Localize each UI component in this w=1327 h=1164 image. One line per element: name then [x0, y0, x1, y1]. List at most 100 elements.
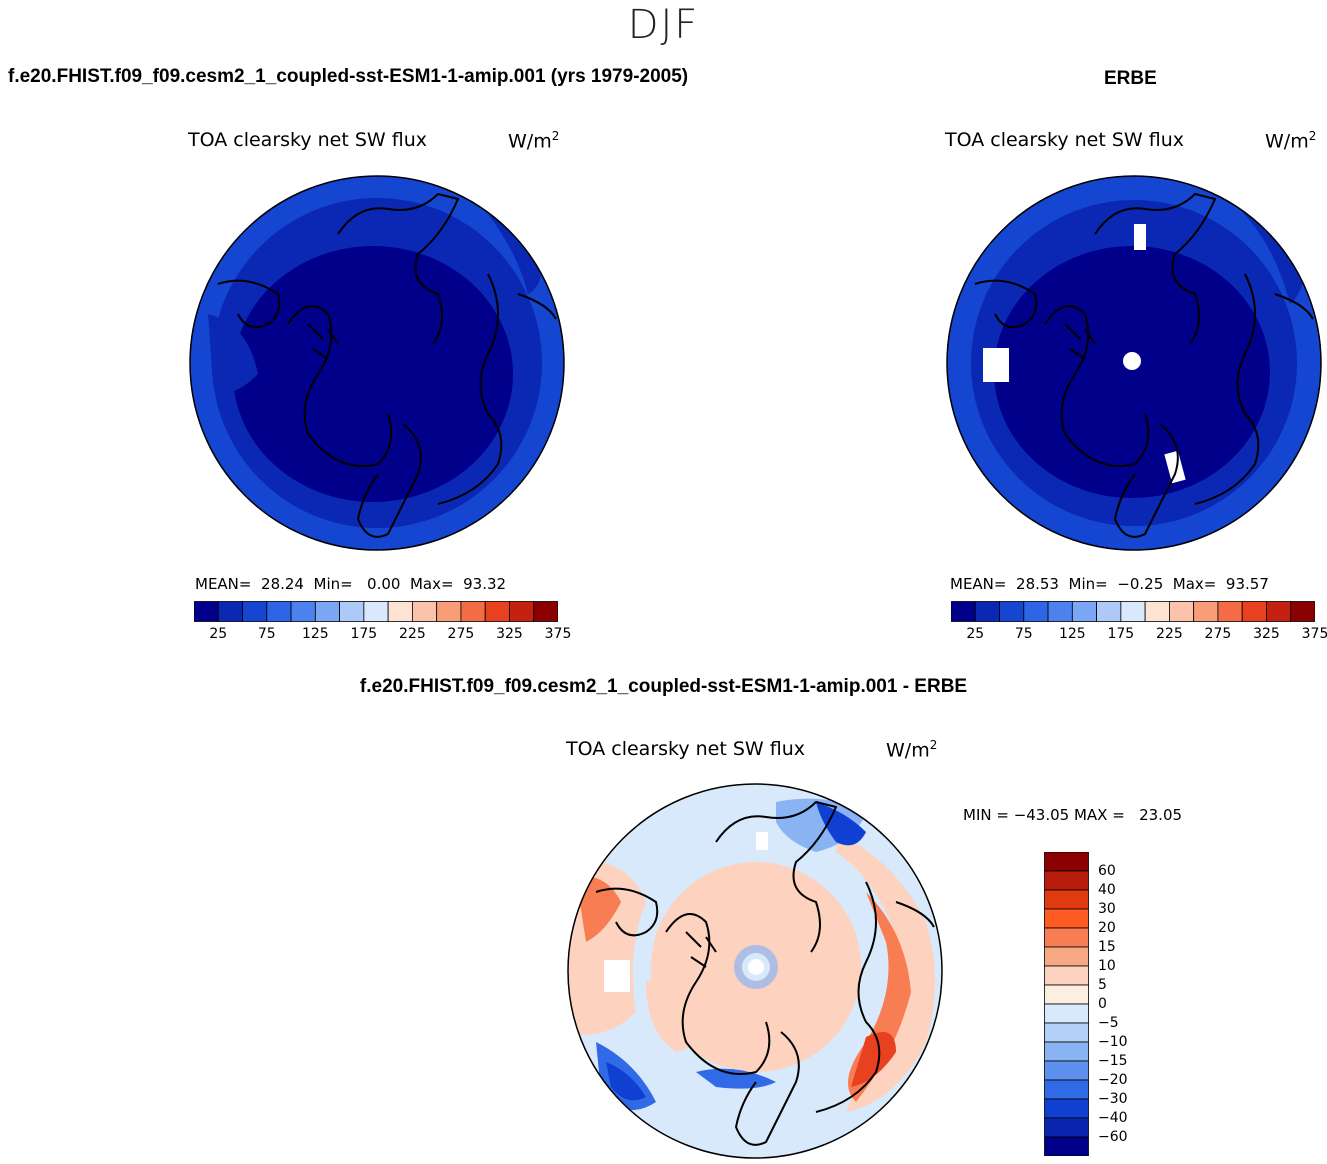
- colorbar-tick-label: 225: [399, 626, 426, 642]
- colorbar-swatch: [1044, 1117, 1089, 1138]
- colorbar-swatch: [1044, 852, 1089, 872]
- obs-variable-title: TOA clearsky net SW flux: [945, 129, 1185, 151]
- colorbar-swatch: [1044, 984, 1089, 1005]
- colorbar-swatch: [290, 601, 316, 622]
- obs-stats: MEAN= 28.53 Min= −0.25 Max= 93.57: [950, 575, 1269, 593]
- colorbar-swatch: [1071, 601, 1098, 622]
- colorbar-tick-label: 125: [1058, 626, 1086, 642]
- colorbar-swatch: [1044, 1041, 1089, 1062]
- colorbar-tick-label: 125: [301, 626, 329, 642]
- colorbar-swatch: [533, 601, 558, 622]
- colorbar-tick-label: 325: [1253, 626, 1280, 642]
- colorbar-tick-label: −5: [1098, 1015, 1119, 1031]
- colorbar-swatch: [1044, 1136, 1089, 1156]
- colorbar-swatch: [509, 601, 535, 622]
- colorbar-swatch: [1120, 601, 1146, 622]
- model-panel-title: f.e20.FHIST.f09_f09.cesm2_1_coupled-sst-…: [8, 66, 689, 87]
- colorbar-swatch: [387, 601, 413, 622]
- colorbar-tick-label: −10: [1098, 1034, 1128, 1050]
- colorbar-swatch: [1241, 601, 1267, 622]
- colorbar-swatch: [1044, 927, 1089, 948]
- colorbar-tick-label: 0: [1098, 996, 1107, 1012]
- season-title: DJF: [627, 2, 700, 48]
- colorbar-swatch: [999, 601, 1025, 622]
- model-colorbar: [194, 601, 558, 622]
- colorbar-swatch: [1044, 1098, 1089, 1119]
- colorbar-swatch: [1217, 601, 1243, 622]
- colorbar-tick-label: 325: [496, 626, 523, 642]
- colorbar-swatch: [1044, 1079, 1089, 1100]
- model-units: W/m2: [508, 129, 560, 153]
- colorbar-swatch: [1044, 1003, 1089, 1024]
- diff-colorbar: [1044, 852, 1089, 1156]
- colorbar-tick-label: 275: [447, 626, 475, 642]
- colorbar-tick-label: 25: [209, 626, 228, 642]
- colorbar-swatch: [460, 601, 486, 622]
- colorbar-swatch: [1044, 946, 1089, 967]
- obs-polar-map: [946, 175, 1322, 551]
- colorbar-tick-label: −60: [1098, 1129, 1128, 1145]
- colorbar-tick-label: 175: [1107, 626, 1135, 642]
- model-coastlines: [217, 193, 557, 538]
- colorbar-tick-label: 30: [1098, 901, 1116, 917]
- model-stats: MEAN= 28.24 Min= 0.00 Max= 93.32: [195, 575, 507, 593]
- colorbar-swatch: [1290, 601, 1315, 622]
- colorbar-tick-label: 175: [350, 626, 378, 642]
- colorbar-swatch: [1044, 1060, 1089, 1081]
- diff-polar-map: [567, 783, 943, 1159]
- colorbar-swatch: [1193, 601, 1219, 622]
- colorbar-tick-label: 15: [1098, 939, 1116, 955]
- colorbar-tick-label: 275: [1204, 626, 1232, 642]
- obs-pole-hole: [1123, 352, 1141, 370]
- diff-colorbar-ticks: 60 40 30 20 15 10 5 0 −5 −10 −15 −20 −30 −40 −60: [1098, 852, 1158, 1156]
- colorbar-swatch: [411, 601, 438, 622]
- colorbar-tick-label: −40: [1098, 1110, 1128, 1126]
- colorbar-swatch: [974, 601, 1000, 622]
- model-colorbar-ticks: 25 75 125 175 225 275 325 375: [194, 626, 571, 644]
- colorbar-swatch: [194, 601, 219, 622]
- obs-colorbar: [951, 601, 1315, 622]
- colorbar-swatch: [1044, 870, 1089, 891]
- diff-variable-title: TOA clearsky net SW flux: [566, 738, 806, 760]
- colorbar-swatch: [951, 601, 976, 622]
- colorbar-swatch: [339, 601, 365, 622]
- colorbar-swatch: [217, 601, 243, 622]
- colorbar-swatch: [1266, 601, 1292, 622]
- obs-missing-data-patch: [1164, 450, 1186, 484]
- diff-units: W/m2: [886, 738, 938, 762]
- obs-units: W/m2: [1265, 129, 1317, 153]
- colorbar-tick-label: 225: [1156, 626, 1183, 642]
- diff-minmax: MIN = −43.05 MAX = 23.05: [963, 806, 1183, 824]
- obs-coastlines: [974, 193, 1314, 538]
- colorbar-swatch: [242, 601, 268, 622]
- colorbar-swatch: [1144, 601, 1170, 622]
- colorbar-swatch: [1044, 908, 1089, 929]
- model-polar-map: [189, 175, 565, 551]
- colorbar-swatch: [266, 601, 292, 622]
- colorbar-tick-label: −15: [1098, 1053, 1128, 1069]
- colorbar-swatch: [363, 601, 389, 622]
- colorbar-swatch: [314, 601, 341, 622]
- colorbar-tick-label: 375: [1301, 626, 1327, 642]
- colorbar-swatch: [1096, 601, 1122, 622]
- obs-colorbar-ticks: 25 75 125 175 225 275 325 375: [951, 626, 1327, 644]
- colorbar-tick-label: −30: [1098, 1091, 1128, 1107]
- obs-missing-data-patch: [1134, 224, 1146, 250]
- colorbar-swatch: [1047, 601, 1073, 622]
- colorbar-tick-label: 25: [966, 626, 985, 642]
- colorbar-tick-label: 60: [1098, 863, 1116, 879]
- colorbar-tick-label: 375: [544, 626, 572, 642]
- colorbar-swatch: [1044, 965, 1089, 986]
- colorbar-tick-label: 75: [257, 626, 276, 642]
- colorbar-swatch: [436, 601, 462, 622]
- colorbar-tick-label: 20: [1098, 920, 1116, 936]
- obs-missing-data-patch: [983, 348, 1009, 382]
- colorbar-tick-label: 5: [1098, 977, 1107, 993]
- colorbar-swatch: [1044, 1022, 1089, 1043]
- colorbar-tick-label: 10: [1098, 958, 1116, 974]
- diff-panel-title: f.e20.FHIST.f09_f09.cesm2_1_coupled-sst-…: [359, 676, 968, 697]
- diff-coastlines: [595, 801, 935, 1146]
- colorbar-swatch: [1044, 889, 1089, 910]
- colorbar-swatch: [484, 601, 510, 622]
- colorbar-swatch: [1023, 601, 1049, 622]
